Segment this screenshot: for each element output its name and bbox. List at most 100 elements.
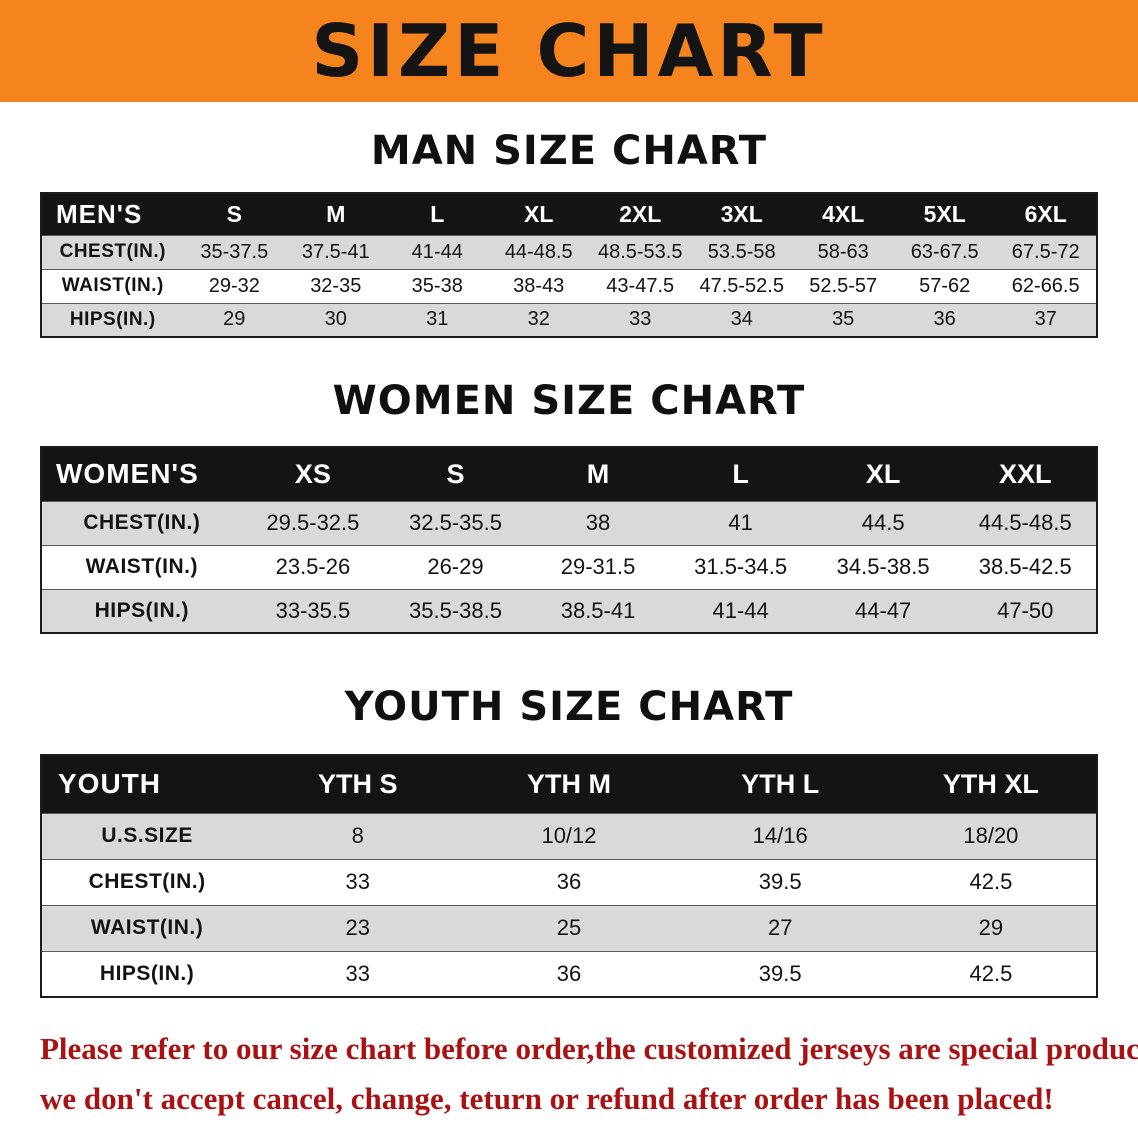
- size-header-cell: YTH XL: [885, 755, 1097, 813]
- size-header-cell: M: [285, 193, 387, 235]
- footer-note: Please refer to our size chart before or…: [40, 1024, 1138, 1123]
- size-header-cell: YTH S: [252, 755, 464, 813]
- size-value-cell: 29.5-32.5: [266, 510, 360, 535]
- charts-container: MAN SIZE CHART MEN'S S M L XL 2XL 3XL 4XL 5XL 6XL…: [0, 128, 1138, 998]
- size-value-cell: 34: [730, 308, 753, 331]
- row-label: CHEST(IN.): [88, 870, 206, 893]
- note-line-1: Please refer to our size chart before or…: [40, 1031, 1138, 1066]
- size-value-cell: 44-47: [855, 597, 912, 623]
- size-value-cell: 36: [556, 869, 582, 894]
- size-value-cell: 43-47.5: [606, 274, 675, 297]
- youth-size-section: YOUTH SIZE CHART YOUTH YTH S YTH M YTH L YTH…: [0, 684, 1138, 998]
- size-header-cell: XS: [241, 447, 385, 501]
- size-value-cell: 38.5-41: [560, 597, 636, 623]
- row-label: HIPS(IN.): [69, 308, 156, 330]
- row-label: WAIST(IN.): [85, 555, 198, 578]
- row-label: HIPS(IN.): [94, 598, 189, 622]
- size-value-cell: 38: [585, 510, 611, 535]
- table-header-row: WOMEN'S XS S M L XL XXL: [41, 447, 1097, 501]
- size-header-cell: 3XL: [690, 193, 793, 235]
- size-value-cell: 8: [351, 823, 364, 848]
- size-value-cell: 33-35.5: [275, 597, 351, 623]
- size-value-cell: 57-62: [919, 274, 971, 297]
- size-value-cell: 30: [324, 308, 347, 331]
- size-value-cell: 42.5: [969, 869, 1013, 894]
- size-header-cell: 4XL: [792, 193, 894, 235]
- size-value-cell: 29: [223, 308, 246, 331]
- row-label: WAIST(IN.): [90, 916, 204, 939]
- size-value-cell: 37: [1034, 308, 1057, 331]
- size-value-cell: 33: [629, 308, 652, 331]
- size-header-cell: XXL: [954, 447, 1097, 501]
- men-size-section: MAN SIZE CHART MEN'S S M L XL 2XL 3XL 4XL 5XL 6XL…: [0, 128, 1138, 338]
- table-row: CHEST(IN.) 35-37.5 37.5-41 41-44 44-48.5 48.5…: [41, 235, 1097, 269]
- table-title-cell: MEN'S: [41, 193, 184, 235]
- row-label: CHEST(IN.): [83, 511, 201, 534]
- size-value-cell: 34.5-38.5: [836, 554, 930, 579]
- size-value-cell: 44.5: [861, 510, 905, 535]
- size-header-cell: S: [384, 447, 527, 501]
- size-value-cell: 41-44: [712, 597, 769, 623]
- row-label: WAIST(IN.): [61, 275, 164, 296]
- size-value-cell: 62-66.5: [1011, 274, 1080, 297]
- size-value-cell: 23: [345, 915, 371, 940]
- size-value-cell: 29: [978, 915, 1004, 940]
- size-header-cell: L: [386, 193, 488, 235]
- size-header-cell: XL: [811, 447, 955, 501]
- size-value-cell: 36: [933, 308, 956, 331]
- banner: SIZE CHART: [0, 0, 1138, 102]
- youth-size-table: YOUTH YTH S YTH M YTH L YTH XL U.S.SIZE 8 10/12…: [40, 754, 1098, 998]
- table-row: CHEST(IN.) 33 36 39.5 42.5: [41, 859, 1097, 905]
- size-value-cell: 48.5-53.5: [597, 240, 683, 263]
- size-header-cell: 6XL: [995, 193, 1097, 235]
- youth-chart-title: YOUTH SIZE CHART: [344, 684, 794, 730]
- size-header-cell: 2XL: [589, 193, 691, 235]
- women-chart-title: WOMEN SIZE CHART: [332, 378, 806, 424]
- size-value-cell: 32.5-35.5: [408, 510, 502, 535]
- table-title-cell: WOMEN'S: [41, 447, 242, 501]
- size-value-cell: 35.5-38.5: [408, 597, 502, 623]
- size-value-cell: 35: [832, 308, 855, 331]
- men-chart-title: MAN SIZE CHART: [370, 128, 768, 174]
- size-value-cell: 10/12: [541, 823, 597, 848]
- table-row: U.S.SIZE 8 10/12 14/16 18/20: [41, 813, 1097, 859]
- size-header-cell: YTH M: [463, 755, 675, 813]
- size-value-cell: 31.5-34.5: [694, 554, 788, 579]
- table-row: HIPS(IN.) 33 36 39.5 42.5: [41, 951, 1097, 997]
- size-header-cell: L: [669, 447, 812, 501]
- table-title-cell: YOUTH: [41, 755, 253, 813]
- table-row: WAIST(IN.) 23.5-26 26-29 29-31.5 31.5-34.5 34…: [41, 545, 1097, 589]
- row-label: CHEST(IN.): [59, 241, 166, 262]
- size-value-cell: 32: [527, 308, 550, 331]
- size-value-cell: 27: [767, 915, 793, 940]
- size-value-cell: 47.5-52.5: [699, 274, 784, 297]
- size-value-cell: 41-44: [411, 240, 463, 263]
- size-value-cell: 35-38: [411, 274, 463, 297]
- size-header-cell: S: [183, 193, 286, 235]
- size-value-cell: 29-32: [208, 274, 260, 297]
- size-value-cell: 36: [556, 960, 582, 986]
- size-value-cell: 52.5-57: [809, 274, 878, 297]
- size-value-cell: 35-37.5: [200, 240, 269, 263]
- size-value-cell: 32-35: [310, 274, 362, 297]
- size-value-cell: 67.5-72: [1011, 240, 1080, 263]
- size-value-cell: 33: [345, 869, 371, 894]
- row-label: HIPS(IN.): [99, 961, 195, 985]
- table-row: WAIST(IN.) 29-32 32-35 35-38 38-43 43-47.5 47.…: [41, 269, 1097, 303]
- size-value-cell: 38-43: [513, 274, 565, 297]
- page-title: SIZE CHART: [311, 9, 827, 93]
- size-value-cell: 33: [345, 960, 371, 986]
- size-value-cell: 44-48.5: [504, 240, 573, 263]
- note-line-2: we don't accept cancel, change, teturn o…: [40, 1080, 1054, 1116]
- size-value-cell: 47-50: [997, 597, 1054, 623]
- size-value-cell: 23.5-26: [275, 554, 351, 579]
- size-value-cell: 58-63: [817, 240, 869, 263]
- size-value-cell: 14/16: [752, 823, 808, 848]
- size-value-cell: 29-31.5: [560, 554, 636, 579]
- table-row: HIPS(IN.) 33-35.5 35.5-38.5 38.5-41 41-44 44-…: [41, 589, 1097, 633]
- size-header-cell: YTH L: [674, 755, 886, 813]
- table-row: WAIST(IN.) 23 25 27 29: [41, 905, 1097, 951]
- size-header-cell: XL: [488, 193, 590, 235]
- row-label: U.S.SIZE: [101, 824, 193, 847]
